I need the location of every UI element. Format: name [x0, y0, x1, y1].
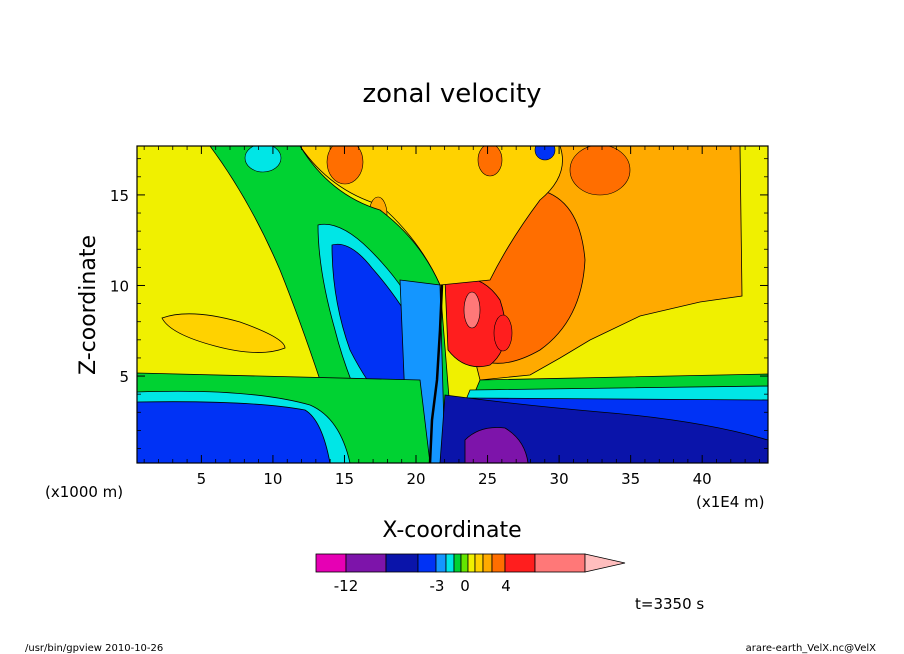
y-tick-label: 5 — [119, 368, 129, 386]
y-axis: 5 10 15 — [110, 158, 768, 449]
x-axis: 5 10 15 20 25 30 35 40 — [143, 146, 760, 488]
chart-title: zonal velocity — [362, 79, 541, 109]
colorbar-segment — [315, 553, 347, 573]
contour-upper-blob-3 — [477, 146, 503, 177]
colorbar-segment — [417, 553, 437, 573]
x-axis-label: X-coordinate — [382, 518, 521, 543]
x-tick-label: 15 — [335, 470, 354, 488]
colorbar-segment — [385, 553, 419, 573]
contour-pink-1 — [463, 291, 481, 329]
colorbar-tick-label: -12 — [334, 577, 359, 595]
contour-purple-lower — [464, 427, 529, 463]
colorbar-segment — [453, 553, 462, 573]
y-tick-label: 15 — [110, 187, 129, 205]
time-label: t=3350 s — [635, 595, 704, 613]
colorbar-segment — [491, 553, 506, 573]
colorbar-segment — [504, 553, 536, 573]
colorbar-segment — [435, 553, 447, 573]
x-tick-label: 40 — [693, 470, 712, 488]
colorbar-ticks: -12 -3 0 4 — [334, 577, 511, 595]
colorbar-segment — [445, 553, 455, 573]
colorbar-arrow — [584, 553, 626, 573]
x-tick-label: 20 — [406, 470, 425, 488]
y-axis-label: Z-coordinate — [76, 235, 101, 375]
x-tick-label: 35 — [621, 470, 640, 488]
x-tick-label: 10 — [263, 470, 282, 488]
plot-area — [137, 146, 768, 463]
plot-frame — [136, 145, 769, 464]
contour-cyan-top — [244, 146, 282, 173]
contour-upper-blob-1 — [326, 146, 364, 185]
x-unit-left: (x1000 m) — [45, 483, 123, 501]
colorbar-tick-label: 4 — [501, 577, 511, 595]
colorbar-segment — [534, 553, 586, 573]
colorbar-tick-label: 0 — [460, 577, 470, 595]
x-unit-right: (x1E4 m) — [696, 493, 765, 511]
x-tick-label: 30 — [550, 470, 569, 488]
colorbar-segment — [482, 553, 493, 573]
contour-front — [428, 284, 444, 463]
colorbar-segment — [460, 553, 469, 573]
colorbar-segment — [345, 553, 387, 573]
colorbar-segment — [474, 553, 484, 573]
contour-blue-lower-left — [137, 401, 331, 463]
footer-left: /usr/bin/gpview 2010-10-26 — [25, 643, 163, 654]
colorbar — [315, 553, 626, 573]
contour-blue-top — [534, 146, 556, 161]
colorbar-segment — [467, 553, 476, 573]
contour-pink-2 — [493, 314, 513, 352]
contour-orange-left — [161, 313, 286, 353]
y-tick-label: 10 — [110, 277, 129, 295]
colorbar-tick-label: -3 — [430, 577, 445, 595]
x-tick-label: 25 — [478, 470, 497, 488]
contour-orange-right-top — [569, 146, 631, 196]
x-tick-label: 5 — [197, 470, 207, 488]
footer-right: arare-earth_VelX.nc@VelX — [746, 643, 877, 654]
